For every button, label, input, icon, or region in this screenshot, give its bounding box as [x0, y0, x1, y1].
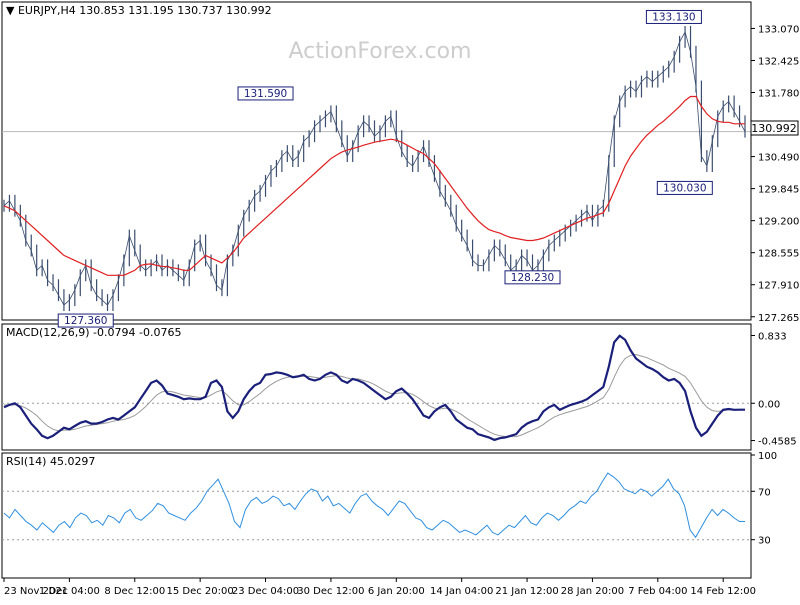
- y-tick-label: 131.780: [758, 89, 799, 100]
- price-annotation-box: [57, 313, 114, 328]
- price-annotation-box: [237, 86, 294, 101]
- x-tick-label: 14 Jan 04:00: [430, 586, 493, 597]
- price-annotation-label: 133.130: [652, 11, 695, 23]
- x-tick-label: 7 Feb 04:00: [628, 586, 687, 597]
- current-price-box: [750, 120, 799, 136]
- price-annotation-label: 130.030: [663, 182, 706, 194]
- x-tick-label: 15 Dec 20:00: [167, 586, 234, 597]
- watermark: ActionForex.com: [289, 39, 472, 64]
- x-tick-label: 8 Dec 12:00: [104, 586, 165, 597]
- rsi-line: [3, 472, 745, 539]
- y-tick-label: 127.910: [758, 281, 799, 292]
- y-tick-label: -0.4585: [758, 437, 797, 448]
- x-tick-label: 21 Jan 12:00: [495, 586, 558, 597]
- y-tick-label: 129.200: [758, 217, 799, 228]
- x-tick-label: 30 Dec 12:00: [297, 586, 364, 597]
- y-tick-label: 132.425: [758, 56, 799, 67]
- axis-layer: 127.265 127.910 128.555 129.200 129.845 130.4…: [3, 24, 799, 597]
- x-tick-label: 14 Feb 12:00: [690, 586, 756, 597]
- x-tick-label: 1 Dec 04:00: [39, 586, 100, 597]
- y-tick-label: 133.070: [758, 24, 799, 35]
- x-tick-label: 28 Jan 20:00: [561, 586, 624, 597]
- y-tick-label: 0.833: [758, 332, 787, 343]
- macd-line: [3, 334, 745, 442]
- macd-signal-line: [4, 353, 745, 438]
- y-tick-label: 128.555: [758, 249, 799, 260]
- price-annotation-label: 131.590: [244, 88, 287, 100]
- y-tick-label: 130.490: [758, 153, 799, 164]
- price-annotation-box: [656, 180, 713, 195]
- x-tick-label: 23 Nov 2021: [4, 586, 68, 597]
- moving-average-line: [3, 95, 745, 276]
- current-price-label: 130.992: [751, 122, 797, 135]
- rsi-header: RSI(14) 45.0297: [6, 455, 95, 468]
- x-tick-label: 6 Jan 20:00: [368, 586, 425, 597]
- price-annotation-box: [504, 270, 561, 285]
- price-panel-frame: [1, 1, 752, 321]
- y-tick-label: 30: [758, 536, 771, 547]
- y-tick-label: 129.845: [758, 185, 799, 196]
- price-close-line: [3, 30, 746, 306]
- y-tick-label: 100: [758, 451, 777, 462]
- price-annotation-label: 128.230: [511, 272, 554, 284]
- macd-header: MACD(12,26,9) -0.0794 -0.0765: [6, 326, 181, 339]
- price-header: ▼ EURJPY,H4 130.853 131.195 130.737 130.…: [6, 4, 272, 17]
- rsi-layer: [2, 472, 751, 541]
- y-tick-label: 0.00: [758, 399, 780, 410]
- price-annotation-label: 127.360: [64, 315, 107, 327]
- macd-layer: [2, 334, 751, 442]
- y-tick-label: 127.265: [758, 313, 799, 324]
- rsi-panel-frame: [1, 452, 752, 579]
- price-layer: 131.590 127.360 128.230 133.130 130.030: [2, 9, 751, 328]
- y-tick-label: 70: [758, 487, 771, 498]
- x-tick-label: 23 Dec 04:00: [232, 586, 299, 597]
- macd-panel-frame: [1, 323, 752, 451]
- price-annotation-box: [645, 9, 702, 24]
